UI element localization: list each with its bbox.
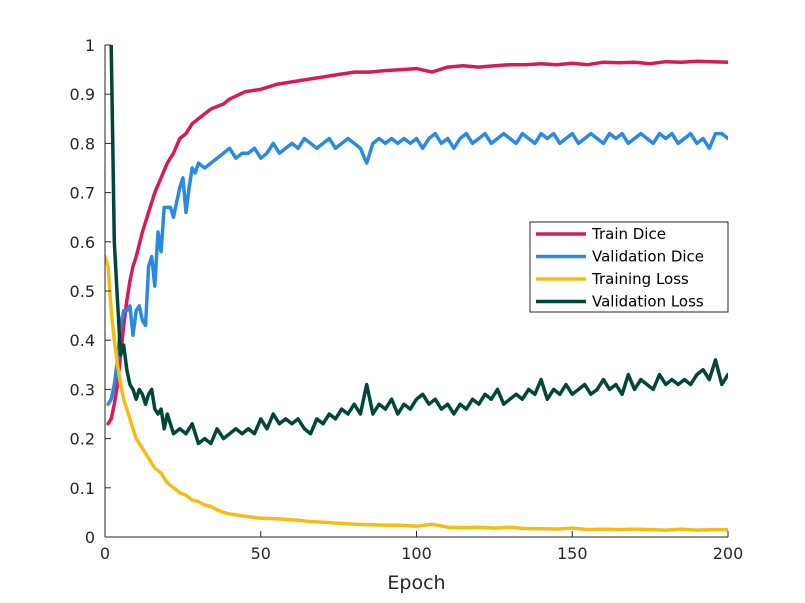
legend-label: Validation Loss (592, 293, 704, 311)
y-tick-label: 0.3 (70, 380, 95, 399)
series-line-validation-loss (109, 45, 728, 446)
x-tick-label: 200 (713, 544, 744, 563)
y-tick-label: 0.2 (70, 430, 95, 449)
series-group (105, 45, 728, 532)
legend-label: Train Dice (591, 225, 666, 243)
legend-label: Training Loss (591, 270, 689, 288)
y-tick-label: 1 (85, 36, 95, 55)
x-tick-label: 100 (401, 544, 432, 563)
axes: 0 0.1 0.2 0.3 0.4 0.5 0.6 0.7 0.8 0.9 1 0 50 100 150 20… (70, 36, 744, 594)
y-tick-label: 0.5 (70, 282, 95, 301)
legend-label: Validation Dice (592, 248, 704, 266)
y-tick-label: 0.1 (70, 479, 95, 498)
y-tick-label: 0.9 (70, 85, 95, 104)
legend: Train Dice Validation Dice Training Loss Va… (529, 221, 729, 313)
series-line-validation-dice (106, 131, 728, 406)
series-line-training-loss (105, 254, 728, 532)
x-tick-label: 150 (557, 544, 588, 563)
legend-box (529, 221, 729, 313)
series-line-train-dice (106, 59, 728, 426)
x-tick-label: 50 (251, 544, 271, 563)
x-tick-label: 0 (100, 544, 110, 563)
x-axis-label: Epoch (387, 572, 445, 594)
y-tick-label: 0.8 (70, 134, 95, 153)
y-tick-label: 0.7 (70, 184, 95, 203)
y-tick-label: 0.6 (70, 233, 95, 252)
y-tick-label: 0 (85, 528, 95, 547)
y-tick-label: 0.4 (70, 331, 95, 350)
